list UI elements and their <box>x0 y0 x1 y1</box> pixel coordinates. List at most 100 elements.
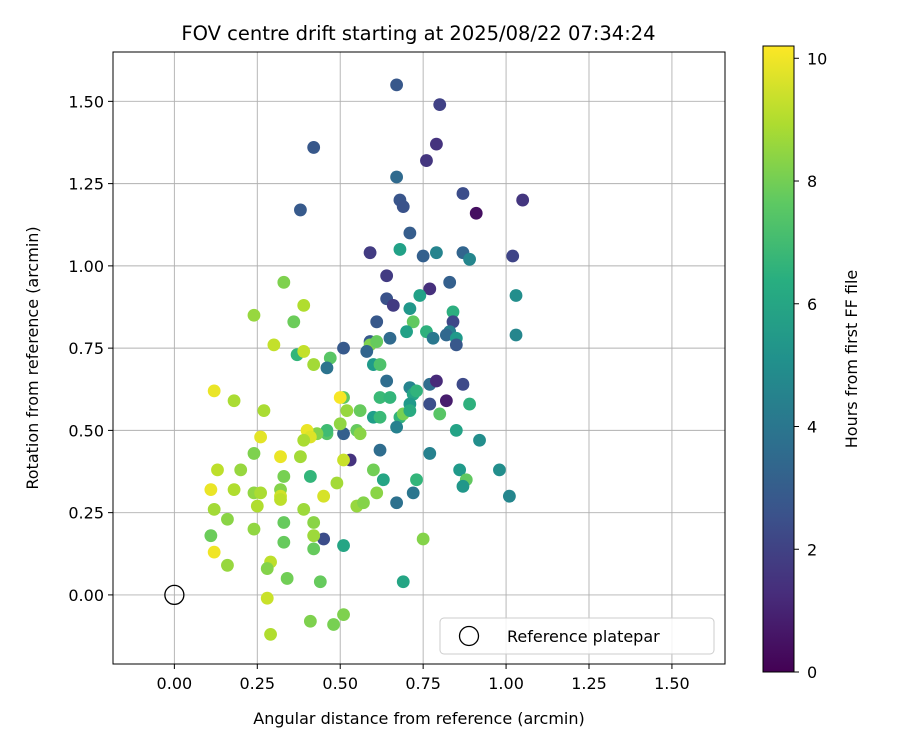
y-tick-label: 0.25 <box>68 504 104 523</box>
data-point <box>363 246 377 260</box>
data-point <box>211 463 224 477</box>
data-point <box>297 433 311 447</box>
colorbar-tick-label: 8 <box>807 172 817 191</box>
y-tick-label: 0.00 <box>68 586 104 605</box>
data-point <box>390 496 404 510</box>
data-point <box>353 427 367 441</box>
data-point <box>303 470 317 483</box>
data-point <box>297 298 311 312</box>
data-point <box>383 391 397 404</box>
colorbar-tick-label: 0 <box>807 663 817 682</box>
data-point <box>383 331 397 345</box>
x-tick-label: 1.25 <box>571 674 607 693</box>
data-point <box>430 137 443 151</box>
y-axis-ticks: 0.00 0.25 0.50 0.75 1.00 1.25 1.50 <box>68 92 113 605</box>
data-point <box>509 328 523 342</box>
data-point <box>277 275 291 289</box>
legend-marker <box>458 625 480 647</box>
data-point <box>373 410 387 424</box>
data-point <box>433 98 447 112</box>
data-point <box>416 532 430 546</box>
data-point <box>443 275 457 289</box>
data-point <box>317 532 331 546</box>
grid-lines <box>113 52 725 664</box>
data-point <box>456 187 470 200</box>
data-point <box>473 433 486 447</box>
y-tick-label: 0.75 <box>68 339 104 358</box>
x-tick-label: 1.00 <box>488 674 524 693</box>
data-point <box>493 463 506 477</box>
data-point <box>337 608 350 622</box>
data-point <box>277 470 291 483</box>
data-point <box>502 489 516 503</box>
y-tick-label: 1.25 <box>68 175 104 194</box>
data-point <box>403 404 417 418</box>
data-point <box>254 486 268 500</box>
data-point <box>323 351 337 365</box>
data-point <box>366 463 380 477</box>
data-point <box>393 243 407 256</box>
y-tick-label: 1.00 <box>68 257 104 276</box>
data-point <box>207 384 221 398</box>
legend: Reference platepar <box>439 617 715 655</box>
data-points <box>204 78 530 641</box>
data-point <box>370 315 384 329</box>
data-point <box>506 249 520 263</box>
data-point <box>247 308 261 322</box>
data-point <box>403 302 417 316</box>
data-point <box>307 358 321 371</box>
data-point <box>254 430 268 444</box>
colorbar-tick-label: 6 <box>807 295 817 314</box>
data-point <box>396 200 410 214</box>
data-point <box>360 345 374 358</box>
data-point <box>430 374 443 388</box>
data-point <box>433 407 447 421</box>
data-point <box>423 447 437 460</box>
data-point <box>516 193 530 207</box>
colorbar-ticks: 0 2 4 6 8 10 <box>794 49 827 682</box>
data-point <box>260 562 274 575</box>
data-point <box>449 338 463 352</box>
colorbar-label: Hours from first FF file <box>842 270 861 449</box>
data-point <box>330 476 344 490</box>
data-point <box>221 512 234 526</box>
data-point <box>403 226 417 240</box>
data-point <box>376 473 390 487</box>
data-point <box>204 529 218 543</box>
data-point <box>337 427 350 441</box>
colorbar-tick-label: 10 <box>807 49 827 68</box>
data-point <box>297 345 311 358</box>
data-point <box>297 502 311 516</box>
data-point <box>386 298 400 312</box>
data-point <box>333 417 347 431</box>
x-tick-label: 0.25 <box>239 674 275 693</box>
data-point <box>307 141 321 154</box>
colorbar-tick-label: 2 <box>807 540 817 559</box>
data-point <box>277 535 291 549</box>
data-point <box>307 542 321 556</box>
data-point <box>303 614 317 628</box>
data-point <box>294 450 307 464</box>
data-point <box>406 486 420 500</box>
plot-frame <box>112 51 726 665</box>
data-point <box>257 404 271 418</box>
x-tick-label: 0.50 <box>322 674 358 693</box>
data-point <box>280 572 294 585</box>
data-point <box>287 315 301 329</box>
data-point <box>463 397 476 411</box>
data-point <box>353 404 367 418</box>
data-point <box>221 558 234 572</box>
data-point <box>446 305 460 319</box>
data-point <box>370 486 384 500</box>
data-point <box>400 325 413 339</box>
data-point <box>247 522 261 536</box>
data-point <box>357 496 370 510</box>
data-point <box>453 463 467 477</box>
chart-title: FOV centre drift starting at 2025/08/22 … <box>181 22 655 45</box>
data-point <box>337 341 350 355</box>
data-point <box>320 361 334 375</box>
x-axis-label: Angular distance from reference (arcmin) <box>253 709 584 728</box>
data-point <box>423 282 437 296</box>
data-point <box>317 489 331 503</box>
data-point <box>406 315 420 329</box>
